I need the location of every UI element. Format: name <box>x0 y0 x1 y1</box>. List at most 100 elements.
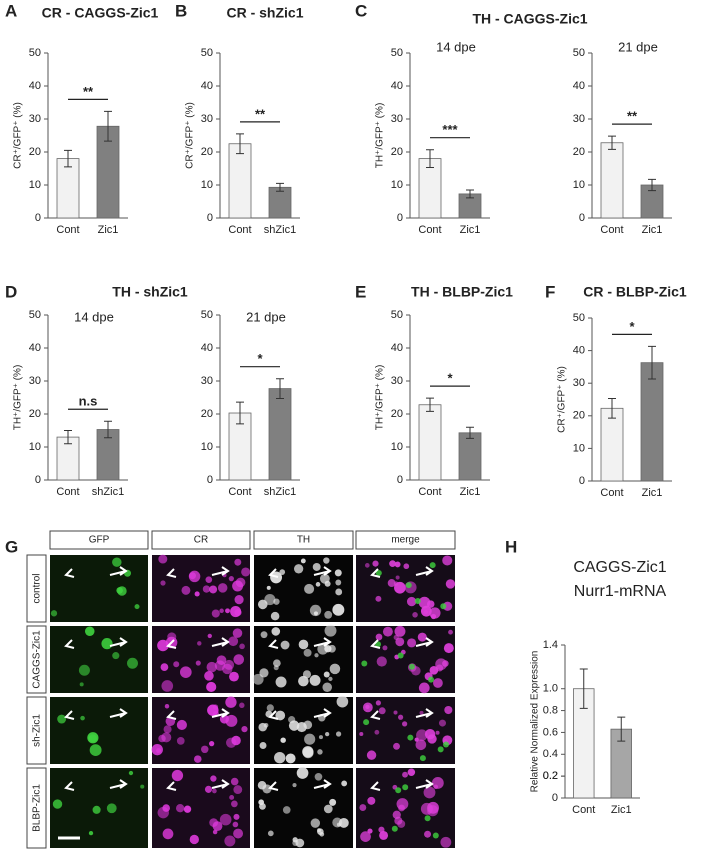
row-label: sh-Zic1 <box>32 714 43 747</box>
cell <box>317 749 323 755</box>
cell <box>230 777 239 786</box>
cell <box>314 653 319 658</box>
cell <box>233 813 240 820</box>
cell <box>440 836 452 848</box>
cell <box>393 742 400 750</box>
column-header: TH <box>297 535 310 546</box>
y-tick-label: 30 <box>201 375 213 387</box>
arrow <box>415 779 434 789</box>
error-bar <box>104 420 112 439</box>
bar <box>600 407 624 482</box>
cell <box>273 598 280 605</box>
error-bar <box>608 135 616 150</box>
y-tick-label: 30 <box>29 375 41 387</box>
cell <box>332 603 345 616</box>
cell <box>179 666 192 678</box>
cell <box>167 632 177 642</box>
arrow <box>109 708 128 718</box>
cell <box>428 676 435 683</box>
cell <box>206 661 218 673</box>
x-tick-label: Zic1 <box>98 224 119 236</box>
column-header-box <box>49 530 149 550</box>
cell <box>315 582 321 587</box>
cell <box>300 558 306 564</box>
cell <box>257 780 267 790</box>
y-tick-label: 0 <box>207 212 213 224</box>
cell <box>209 818 218 827</box>
subtitle: 21 dpe <box>246 309 286 324</box>
x-tick-label: Zic1 <box>642 224 663 236</box>
cell <box>204 671 214 681</box>
cell <box>325 731 330 737</box>
cell <box>275 676 287 688</box>
arrow <box>109 566 128 576</box>
error-bar <box>104 110 112 142</box>
error-bar <box>276 182 284 192</box>
cell <box>274 751 286 764</box>
cell <box>364 563 370 568</box>
cell <box>176 737 185 745</box>
cell <box>382 645 388 651</box>
cell <box>310 818 321 828</box>
cell <box>234 558 242 566</box>
cell <box>78 664 90 676</box>
column-header: CR <box>194 535 208 546</box>
cell <box>258 722 268 732</box>
cell <box>296 721 307 733</box>
cell <box>359 804 367 812</box>
cell <box>367 796 376 805</box>
y-tick-label: 30 <box>201 113 213 125</box>
x-tick-label: shZic1 <box>264 224 296 236</box>
x-tick-label: Zic1 <box>460 486 481 498</box>
y-tick-label: 0 <box>397 212 403 224</box>
cell <box>408 663 415 670</box>
cell <box>106 803 117 814</box>
cell <box>424 830 432 838</box>
y-tick-label: 20 <box>391 408 403 420</box>
cell <box>233 785 243 794</box>
cell <box>361 660 368 667</box>
cell <box>309 604 322 617</box>
cell <box>427 805 439 817</box>
cell <box>193 755 202 763</box>
x-tick-label: Cont <box>600 487 623 499</box>
panel-letter: A <box>5 1 17 20</box>
row-label-box <box>26 767 47 849</box>
y-tick-label: 1.4 <box>543 639 558 651</box>
subtitle: 14 dpe <box>74 309 114 324</box>
y-tick-label: 40 <box>29 80 41 92</box>
y-tick-label: 10 <box>29 179 41 191</box>
arrowhead <box>370 710 381 720</box>
x-tick-label: Cont <box>600 224 623 236</box>
cell <box>157 639 169 652</box>
cell <box>163 725 172 734</box>
cell <box>207 633 212 639</box>
x-tick-label: Zic1 <box>611 804 632 816</box>
error-bar <box>579 668 588 709</box>
cell <box>396 798 409 810</box>
y-tick-label: 0 <box>397 474 403 486</box>
cell <box>158 554 168 564</box>
cell <box>101 638 113 650</box>
cell <box>328 676 333 682</box>
error-bar <box>426 397 434 412</box>
cell <box>376 656 387 667</box>
bar <box>458 432 482 481</box>
cell <box>395 787 402 794</box>
x-tick-label: Zic1 <box>460 224 481 236</box>
cell <box>323 804 333 814</box>
cell <box>161 680 174 692</box>
y-tick-label: 20 <box>573 410 585 422</box>
cell <box>270 611 280 621</box>
y-tick-label: 20 <box>201 408 213 420</box>
chart-title: TH - shZic1 <box>112 284 188 300</box>
arrowhead <box>166 568 177 578</box>
significance-label: ** <box>627 109 638 124</box>
arrowhead <box>268 710 279 720</box>
cell <box>267 830 274 837</box>
column-header-box <box>355 530 456 550</box>
cell <box>233 654 245 665</box>
arrow <box>211 566 230 576</box>
arrow <box>313 779 332 789</box>
cell <box>140 784 145 789</box>
